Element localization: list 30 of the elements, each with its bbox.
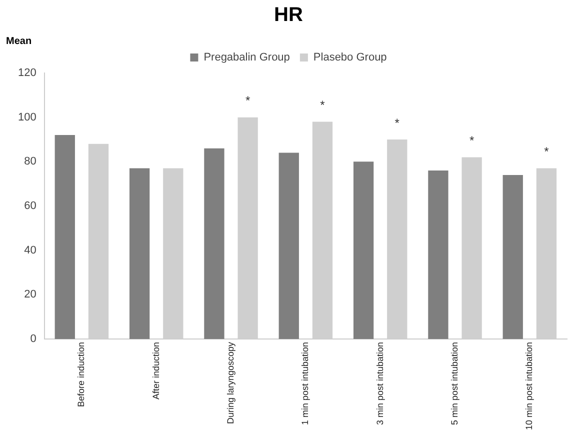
x-tick-label: 1 min post intubation (300, 342, 310, 426)
x-tick-label: After induction (150, 342, 161, 400)
x-tick-label: 10 min post intubation (524, 342, 534, 430)
bar (278, 152, 299, 339)
y-tick-label: 100 (18, 111, 36, 124)
y-tick-label: 20 (24, 288, 36, 301)
annotation: * (320, 98, 326, 112)
y-tick-label: 120 (18, 67, 36, 80)
y-axis-title: Mean (6, 36, 32, 47)
bar (129, 168, 150, 339)
bar (353, 162, 374, 339)
x-tick-label: 3 min post intubation (374, 342, 385, 426)
legend-label: Pregabalin Group (204, 52, 290, 64)
x-tick-label: During laryngoscopy (225, 341, 236, 424)
x-tick-label: Before induction (76, 342, 86, 407)
chart-title: HR (273, 4, 304, 27)
bar (54, 135, 75, 339)
x-tick-label: 5 min post intubation (449, 342, 460, 426)
annotation: * (394, 116, 400, 130)
bar (204, 148, 224, 339)
y-tick-label: 0 (30, 332, 36, 345)
bar (502, 174, 523, 339)
y-tick-label: 40 (24, 244, 36, 256)
legend-label: Plasebo Group (313, 52, 387, 64)
annotation: * (544, 144, 550, 159)
y-tick-label: 60 (24, 200, 36, 212)
annotation: * (469, 134, 474, 148)
y-tick-label: 80 (24, 156, 36, 168)
annotation: * (245, 94, 250, 108)
bar (428, 170, 448, 339)
